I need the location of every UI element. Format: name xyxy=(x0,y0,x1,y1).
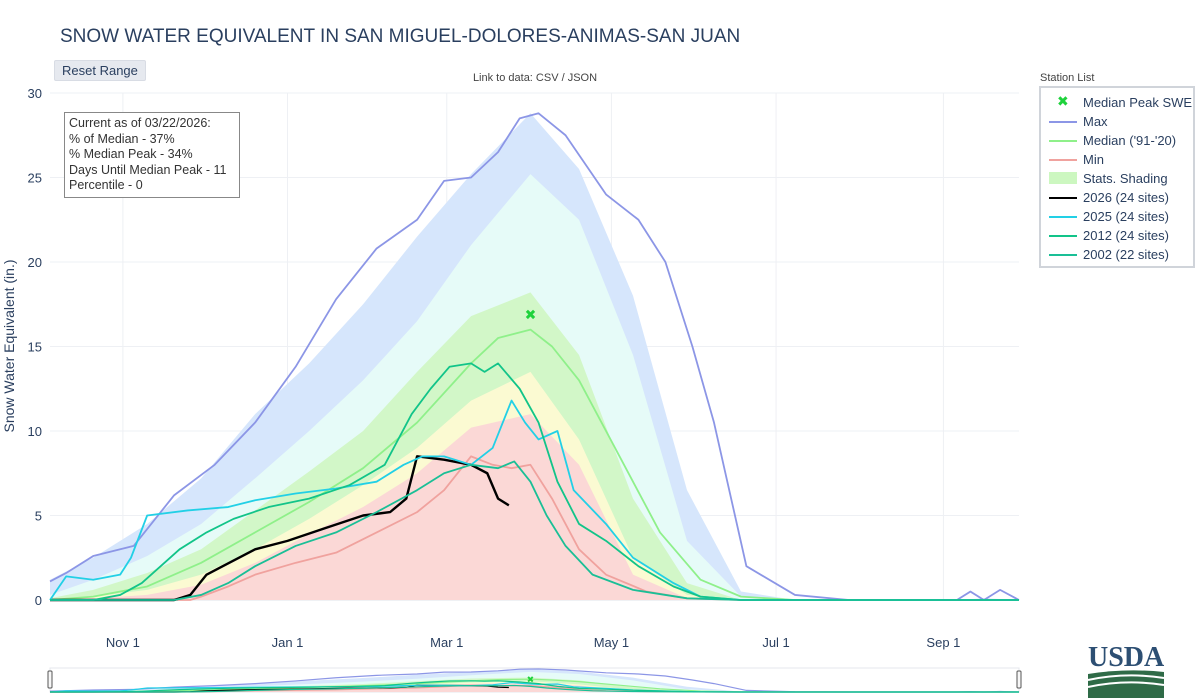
legend-label: 2002 (22 sites) xyxy=(1083,247,1169,262)
station-list-link[interactable]: Station List xyxy=(1040,72,1095,84)
y-tick-label: 30 xyxy=(28,86,42,101)
stats-line-days-until-peak: Days Until Median Peak - 11 xyxy=(69,162,227,177)
range-slider-peak-marker: ✖ xyxy=(527,675,535,685)
range-slider-series xyxy=(50,680,1019,693)
legend-item[interactable]: 2002 (22 sites) xyxy=(1049,245,1169,264)
stats-line-median-peak: % Median Peak - 34% xyxy=(69,147,193,161)
median-peak-marker: ✖ xyxy=(525,307,537,323)
chart-legend: ✖ Median Peak SWE Max Median ('91-'20) Min St… xyxy=(1039,86,1195,268)
y-tick-label: 10 xyxy=(28,424,42,439)
legend-label: Stats. Shading xyxy=(1083,171,1168,186)
marker-x-icon: ✖ xyxy=(1057,93,1069,109)
x-tick-label: Mar 1 xyxy=(430,635,463,650)
legend-item[interactable]: Min xyxy=(1049,150,1104,169)
line-swatch-icon xyxy=(1049,131,1077,150)
y-tick-label: 0 xyxy=(35,593,42,608)
line-swatch-icon xyxy=(1049,226,1077,245)
legend-item[interactable]: 2025 (24 sites) xyxy=(1049,207,1169,226)
stats-line-date: Current as of 03/22/2026: xyxy=(69,116,211,130)
legend-item[interactable]: Max xyxy=(1049,112,1108,131)
p10-band xyxy=(50,414,1019,600)
x-tick-label: Nov 1 xyxy=(106,635,140,650)
series-line-2012 xyxy=(50,362,1019,601)
series-line-2025 xyxy=(49,399,1019,601)
x-tick-label: May 1 xyxy=(594,635,629,650)
current-stats-box: Current as of 03/22/2026: % of Median - … xyxy=(64,112,240,198)
legend-label: 2026 (24 sites) xyxy=(1083,190,1169,205)
chart-title: SNOW WATER EQUIVALENT IN SAN MIGUEL-DOLO… xyxy=(60,26,741,47)
x-tick-label: Jul 1 xyxy=(762,635,789,650)
x-tick-label: Jan 1 xyxy=(272,635,304,650)
legend-label: Median Peak SWE xyxy=(1083,95,1193,110)
series-line-2026 xyxy=(50,455,510,602)
usda-logo: USDA xyxy=(1086,640,1166,698)
legend-label: Max xyxy=(1083,114,1108,129)
legend-item[interactable]: Median ('91-'20) xyxy=(1049,131,1176,150)
range-slider-series xyxy=(50,684,1019,693)
reset-range-button[interactable]: Reset Range xyxy=(54,60,146,81)
line-swatch-icon xyxy=(1049,207,1077,226)
usda-logo-text: USDA xyxy=(1088,642,1165,673)
y-tick-label: 15 xyxy=(28,340,42,355)
stats-line-percentile: Percentile - 0 xyxy=(69,178,143,192)
legend-label: 2025 (24 sites) xyxy=(1083,209,1169,224)
line-swatch-icon xyxy=(1049,150,1077,169)
legend-item[interactable]: ✖ Median Peak SWE xyxy=(1049,93,1192,112)
series-line-median xyxy=(49,328,1019,601)
legend-label: Min xyxy=(1083,152,1104,167)
range-slider-right-handle[interactable] xyxy=(1016,670,1022,689)
y-tick-label: 20 xyxy=(28,255,42,270)
line-swatch-icon xyxy=(1049,245,1077,264)
line-swatch-icon xyxy=(1049,188,1077,207)
y-tick-label: 5 xyxy=(35,509,42,524)
x-tick-label: Sep 1 xyxy=(926,635,960,650)
range-slider-left-handle[interactable] xyxy=(47,670,53,689)
line-swatch-icon xyxy=(1049,112,1077,131)
y-axis-label: Snow Water Equivalent (in.) xyxy=(1,260,17,433)
series-line-2002 xyxy=(50,460,1019,601)
legend-label: 2012 (24 sites) xyxy=(1083,228,1169,243)
legend-item[interactable]: 2026 (24 sites) xyxy=(1049,188,1169,207)
usda-logo-mark: USDA xyxy=(1087,642,1165,698)
y-tick-label: 25 xyxy=(28,171,42,186)
fill-swatch-icon xyxy=(1049,169,1077,188)
stats-line-median: % of Median - 37% xyxy=(69,131,175,146)
data-link[interactable]: Link to data: CSV / JSON xyxy=(472,72,598,84)
legend-item[interactable]: 2012 (24 sites) xyxy=(1049,226,1169,245)
legend-label: Median ('91-'20) xyxy=(1083,133,1177,148)
legend-item[interactable]: Stats. Shading xyxy=(1049,169,1168,188)
